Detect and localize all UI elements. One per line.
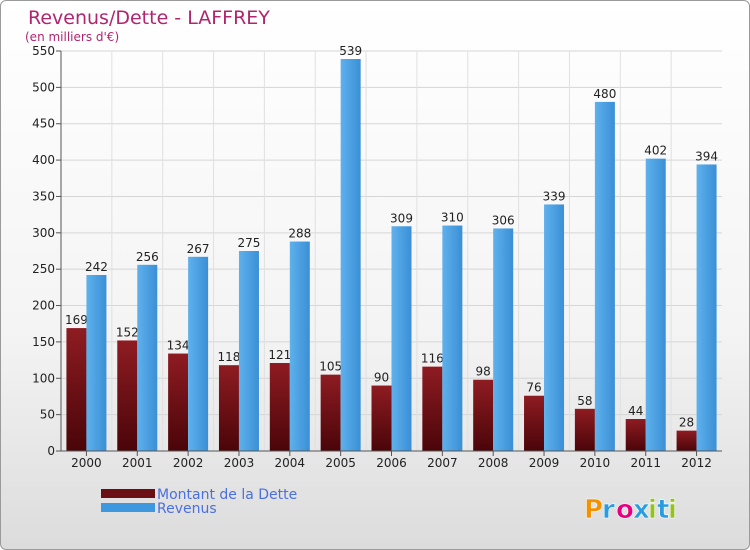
bar-revenus-2002 (188, 256, 209, 451)
label-dette-2006: 90 (374, 371, 389, 385)
x-tick-label-2003: 2003 (224, 456, 255, 470)
label-revenus-2004: 288 (288, 227, 311, 241)
bar-revenus-2000 (86, 275, 107, 451)
bar-revenus-2001 (137, 264, 158, 451)
x-tick-label-2011: 2011 (630, 456, 661, 470)
label-dette-2011: 44 (628, 404, 643, 418)
bar-revenus-2005 (340, 59, 361, 451)
legend-label-dette: Montant de la Dette (157, 487, 297, 503)
bar-revenus-2008 (493, 228, 514, 451)
bar-dette-2009 (524, 395, 545, 451)
y-tick-label: 200 (32, 299, 55, 313)
chart-subtitle: (en milliers d'€) (25, 30, 119, 44)
y-tick-label: 350 (32, 189, 55, 203)
x-tick-label-2010: 2010 (580, 456, 611, 470)
bar-revenus-2004 (289, 241, 310, 451)
x-tick-label-2000: 2000 (71, 456, 102, 470)
label-revenus-2010: 480 (593, 87, 616, 101)
bar-dette-2007 (422, 366, 443, 451)
label-revenus-2000: 242 (85, 260, 108, 274)
x-axis: 2000 2001 2002 2003 2004 2005 2006 2007 2008 2009… (61, 450, 722, 470)
logo-letter: t (657, 495, 669, 525)
x-tick-label-2006: 2006 (376, 456, 407, 470)
bar-dette-2012 (676, 430, 697, 451)
x-tick-label-2012: 2012 (681, 456, 712, 470)
x-tick-label-2002: 2002 (173, 456, 204, 470)
legend-swatch-dette (101, 489, 155, 498)
bar-dette-2004 (269, 363, 290, 451)
gridlines (61, 50, 722, 452)
y-tick-label: 300 (32, 226, 55, 240)
y-tick-label: 400 (32, 153, 55, 167)
bar-dette-2006 (371, 385, 392, 451)
label-dette-2007: 116 (421, 352, 444, 366)
x-tick-label-2005: 2005 (325, 456, 356, 470)
x-tick-label-2007: 2007 (427, 456, 458, 470)
bar-revenus-2003 (238, 251, 259, 451)
y-tick-label: 250 (32, 262, 55, 276)
bar-revenus-2009 (544, 204, 565, 451)
label-dette-2008: 98 (476, 365, 491, 379)
label-dette-2003: 118 (218, 350, 241, 364)
label-revenus-2001: 256 (136, 250, 159, 264)
logo-letter: i (648, 495, 657, 525)
chart-title: Revenus/Dette - LAFFREY (28, 7, 270, 29)
bar-dette-2010 (574, 408, 595, 451)
bar-revenus-2006 (391, 226, 412, 451)
bar-dette-2008 (473, 379, 494, 451)
proxiti-logo: Pr o xi ti (584, 495, 678, 526)
bar-dette-2000 (66, 328, 87, 451)
y-tick-label: 450 (32, 117, 55, 131)
legend-label-revenus: Revenus (157, 501, 217, 517)
label-dette-2004: 121 (268, 348, 291, 362)
label-dette-2002: 134 (167, 339, 190, 353)
y-tick-label: 0 (47, 444, 55, 458)
label-dette-2009: 76 (526, 381, 541, 395)
label-revenus-2002: 267 (187, 242, 210, 256)
label-dette-2001: 152 (116, 325, 139, 339)
bar-revenus-2012 (696, 164, 717, 452)
bar-dette-2011 (625, 419, 646, 451)
label-revenus-2009: 339 (543, 189, 566, 203)
label-revenus-2005: 539 (339, 44, 362, 58)
x-tick-label-2004: 2004 (275, 456, 306, 470)
bar-dette-2001 (117, 340, 138, 451)
x-tick-label-2008: 2008 (478, 456, 509, 470)
label-revenus-2007: 310 (441, 211, 464, 225)
label-revenus-2003: 275 (238, 236, 261, 250)
logo-letter: i (668, 495, 677, 525)
x-tick-label-2001: 2001 (122, 456, 153, 470)
bar-dette-2002 (168, 353, 189, 451)
label-dette-2012: 28 (679, 416, 694, 430)
y-tick-label: 150 (32, 335, 55, 349)
bar-revenus-2010 (594, 101, 615, 451)
y-tick-label: 100 (32, 371, 55, 385)
bars: 169 242 152 256 134 267 118 275 121 288 105 539 90 30… (65, 44, 718, 452)
label-revenus-2011: 402 (644, 144, 667, 158)
y-tick-label: 50 (40, 408, 55, 422)
label-revenus-2008: 306 (492, 213, 515, 227)
logo-letter: o (616, 495, 634, 525)
bar-revenus-2011 (645, 158, 666, 452)
y-tick-label: 550 (32, 44, 55, 58)
x-tick-label-2009: 2009 (529, 456, 560, 470)
bar-dette-2003 (218, 365, 239, 451)
logo-letter: P (584, 495, 603, 525)
y-tick-label: 500 (32, 80, 55, 94)
label-dette-2005: 105 (319, 360, 342, 374)
y-axis: 0 50 100 150 200 250 300 350 400 450 500 550 (32, 44, 62, 458)
label-revenus-2012: 394 (695, 149, 718, 163)
label-revenus-2006: 309 (390, 211, 413, 225)
bar-revenus-2007 (442, 225, 463, 451)
bar-dette-2005 (320, 374, 341, 451)
label-dette-2000: 169 (65, 313, 88, 327)
legend-swatch-revenus (101, 503, 155, 512)
logo-letter: r (602, 495, 615, 525)
logo-letter: x (633, 495, 650, 525)
label-dette-2010: 58 (577, 394, 592, 408)
